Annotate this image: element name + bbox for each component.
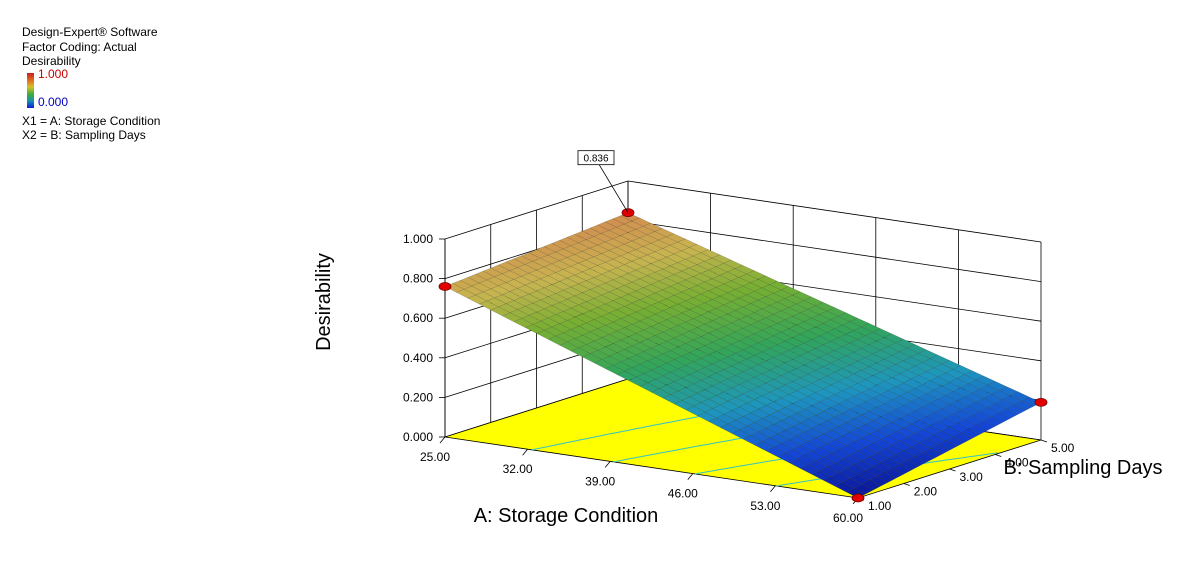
- legend: Design-Expert® Software Factor Coding: A…: [22, 25, 160, 143]
- x-tick-mark: [604, 461, 611, 468]
- back-wall-gridline: [627, 220, 1042, 282]
- x-tick-mark: [439, 436, 446, 444]
- design-point-marker: [851, 493, 865, 503]
- surface-cell: [884, 468, 905, 479]
- flag-leader-line: [597, 162, 629, 213]
- y-tick-mark: [949, 468, 956, 472]
- y-tick-label: 3.00: [960, 470, 984, 484]
- response-surface: [444, 212, 1042, 499]
- factor-x2-label: X2 = B: Sampling Days: [22, 128, 146, 142]
- axes: 0.000 0.200 0.400 0.600 0.800 1.000 25.00 32.00…: [313, 232, 1162, 527]
- z-tick-label: 0.600: [403, 311, 433, 325]
- y-tick-label: 1.00: [868, 499, 892, 513]
- color-scale-high: 1.000: [38, 66, 69, 81]
- x-tick-label: 60.00: [833, 511, 863, 525]
- surface-cell: [937, 440, 958, 451]
- flag-box: [577, 150, 615, 166]
- back-wall-gridline: [627, 180, 1042, 243]
- surface-cell: [907, 456, 928, 467]
- surface-cell: [952, 432, 973, 443]
- y-tick-label: 2.00: [914, 485, 938, 499]
- surface-cell: [945, 436, 966, 447]
- factor-x1-label: X1 = A: Storage Condition: [22, 113, 161, 128]
- color-scale: 1.000 0.000: [22, 66, 160, 110]
- y-tick-mark: [1040, 439, 1048, 443]
- surface-cell: [960, 428, 981, 439]
- surface-cell: [929, 444, 950, 455]
- x-tick-label: 25.00: [420, 450, 450, 464]
- x-tick-label: 32.00: [503, 462, 533, 476]
- z-tick-label: 0.800: [403, 272, 433, 286]
- surface-cell: [868, 476, 889, 487]
- flag-label: 0.836: [583, 154, 608, 165]
- software-label: Design-Expert® Software: [22, 25, 158, 39]
- response-label: Desirability: [22, 54, 81, 68]
- y-tick-mark: [903, 483, 910, 486]
- z-axis-title: Desirability: [313, 253, 335, 351]
- surface-cell: [968, 424, 989, 435]
- x-tick-mark: [687, 473, 694, 480]
- design-point-marker: [1034, 397, 1048, 407]
- z-tick-label: 0.000: [403, 430, 433, 444]
- z-tick-label: 1.000: [403, 232, 433, 246]
- x-tick-mark: [522, 448, 528, 456]
- y-axis-title: B: Sampling Days: [1004, 457, 1163, 479]
- y-tick-label: 4.00: [1005, 456, 1029, 470]
- surface-cell: [975, 420, 996, 431]
- surface-cell: [861, 479, 882, 491]
- design-points: [438, 208, 1048, 503]
- x-tick-label: 53.00: [750, 499, 780, 513]
- x-tick-label: 46.00: [668, 487, 698, 501]
- design-point-marker: [438, 282, 452, 291]
- color-scale-low: 0.000: [38, 94, 69, 109]
- surface-cell: [876, 472, 897, 483]
- x-tick-label: 39.00: [585, 474, 615, 488]
- factor-coding-label: Factor Coding: Actual: [22, 39, 137, 54]
- x-tick-mark: [770, 485, 776, 493]
- z-tick-label: 0.200: [403, 390, 433, 404]
- y-tick-label: 5.00: [1051, 441, 1075, 455]
- y-tick-mark: [995, 454, 1002, 457]
- z-tick-label: 0.400: [403, 351, 433, 365]
- flag: 0.836: [577, 150, 629, 213]
- x-axis-title: A: Storage Condition: [474, 505, 659, 527]
- color-scale-bar: [27, 72, 34, 108]
